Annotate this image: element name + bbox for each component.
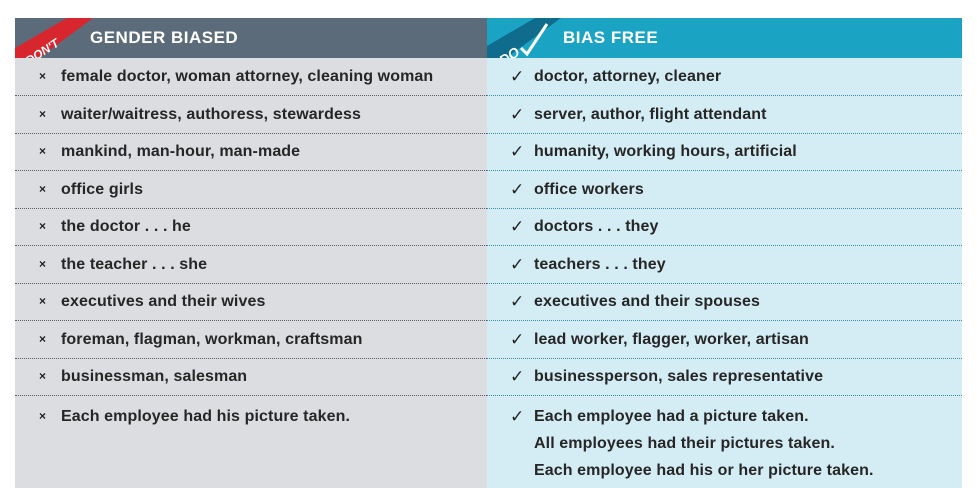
- list-item: × mankind, man-hour, man-made: [15, 133, 487, 171]
- bias-free-term: businessperson, sales representative: [534, 368, 824, 385]
- list-item: × businessman, salesman: [15, 358, 487, 396]
- list-item: ✓ office workers: [487, 171, 962, 209]
- x-icon: ×: [39, 256, 47, 271]
- x-icon: ×: [39, 369, 47, 383]
- list-item: × foreman, flagman, workman, craftsman: [15, 321, 487, 359]
- list-item: × Each employee had his picture taken.: [15, 398, 487, 435]
- list-item: × the teacher . . . she: [15, 246, 487, 284]
- biased-term: foreman, flagman, workman, craftsman: [61, 330, 363, 348]
- checkmark-icon: ✓: [510, 179, 525, 199]
- checkmark-icon: ✓: [510, 67, 525, 86]
- list-item: ✓ lead worker, flagger, worker, artisan: [487, 321, 962, 359]
- bias-free-term: office workers: [534, 180, 644, 198]
- x-icon: ×: [39, 69, 47, 83]
- x-icon: ×: [39, 144, 47, 158]
- biased-term: the teacher . . . she: [61, 255, 208, 273]
- list-item: × executives and their wives: [15, 283, 487, 321]
- list-item: ✓ executives and their spouses: [487, 283, 962, 321]
- biased-term: the doctor . . . he: [61, 218, 191, 235]
- bias-free-header: BIAS FREE: [487, 18, 962, 58]
- biased-term: executives and their wives: [61, 293, 266, 310]
- do-flag-check-icon: [519, 23, 549, 57]
- bias-free-column: ✓ doctor, attorney, cleaner ✓ server, au…: [487, 58, 962, 488]
- x-icon: ×: [39, 106, 47, 121]
- list-item: ✓ doctors . . . they: [487, 208, 962, 246]
- list-item: ✓ businessperson, sales representative: [487, 358, 962, 396]
- biased-term: businessman, salesman: [61, 368, 248, 385]
- biased-term: female doctor, woman attorney, cleaning …: [61, 68, 434, 85]
- gender-biased-title: GENDER BIASED: [90, 28, 239, 47]
- bias-free-term: doctors . . . they: [534, 218, 659, 235]
- bias-free-term: lead worker, flagger, worker, artisan: [534, 330, 809, 348]
- list-item: × office girls: [15, 171, 487, 209]
- list-item: ✓ teachers . . . they: [487, 246, 962, 284]
- x-icon: ×: [39, 331, 47, 346]
- biased-term: mankind, man-hour, man-made: [61, 143, 301, 160]
- bias-free-term: executives and their spouses: [534, 293, 761, 310]
- bias-free-title: BIAS FREE: [563, 28, 659, 47]
- biased-term: office girls: [61, 180, 144, 198]
- checkmark-icon: ✓: [510, 104, 525, 124]
- checkmark-icon: ✓: [510, 292, 525, 311]
- list-item: × waiter/waitress, authoress, stewardess: [15, 96, 487, 134]
- biased-term: Each employee had his picture taken.: [61, 408, 351, 425]
- checkmark-icon: ✓: [510, 329, 525, 349]
- bias-free-term: server, author, flight attendant: [534, 105, 767, 123]
- list-item: ✓ server, author, flight attendant: [487, 96, 962, 134]
- list-item: ✓ Each employee had a picture taken. All…: [487, 398, 962, 488]
- checkmark-icon: ✓: [510, 217, 525, 236]
- gender-biased-column: × female doctor, woman attorney, cleanin…: [15, 58, 487, 488]
- bias-free-term: humanity, working hours, artificial: [534, 143, 797, 160]
- x-icon: ×: [39, 294, 47, 308]
- bias-free-term: All employees had their pictures taken.: [534, 435, 835, 452]
- gender-biased-header: GENDER BIASED: [15, 18, 487, 58]
- list-item: ✓ humanity, working hours, artificial: [487, 133, 962, 171]
- checkmark-icon: ✓: [510, 407, 525, 426]
- checkmark-icon: ✓: [510, 367, 525, 386]
- x-icon: ×: [39, 181, 47, 196]
- x-icon: ×: [39, 219, 47, 233]
- list-item: × female doctor, woman attorney, cleanin…: [15, 58, 487, 96]
- bias-free-term-group: Each employee had a picture taken. All e…: [534, 403, 874, 484]
- bias-free-term: Each employee had a picture taken.: [534, 408, 809, 425]
- checkmark-icon: ✓: [510, 142, 525, 161]
- bias-free-term: teachers . . . they: [534, 255, 666, 273]
- list-item: × the doctor . . . he: [15, 208, 487, 246]
- list-item: ✓ doctor, attorney, cleaner: [487, 58, 962, 96]
- checkmark-icon: ✓: [510, 254, 525, 274]
- biased-term: waiter/waitress, authoress, stewardess: [61, 105, 361, 123]
- bias-free-term: doctor, attorney, cleaner: [534, 68, 722, 85]
- bias-free-term: Each employee had his or her picture tak…: [534, 462, 874, 479]
- x-icon: ×: [39, 409, 47, 423]
